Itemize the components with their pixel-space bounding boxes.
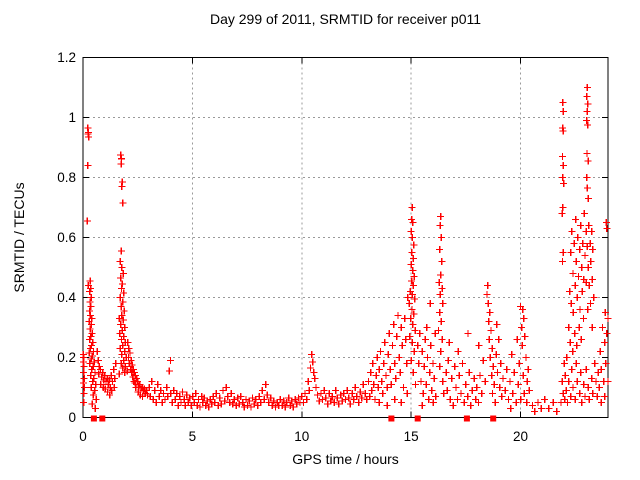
y-tick-label: 1.2 — [57, 50, 76, 65]
x-tick-label: 0 — [79, 429, 87, 444]
y-tick-label: 1 — [68, 110, 76, 125]
scatter-square-markers — [90, 415, 497, 422]
y-tick-label: 0.4 — [57, 290, 76, 305]
x-tick-label: 15 — [404, 429, 419, 444]
y-tick-label: 0 — [68, 410, 76, 425]
x-axis-label: GPS time / hours — [292, 451, 399, 467]
y-axis-label: SRMTID / TECUs — [11, 182, 27, 292]
x-tick-labels: 0 5 10 15 20 — [79, 429, 528, 444]
y-tick-label: 0.2 — [57, 350, 76, 365]
gridlines — [83, 57, 608, 418]
x-tick-label: 10 — [294, 429, 309, 444]
x-tick-label: 5 — [189, 429, 197, 444]
x-tick-label: 20 — [513, 429, 528, 444]
plot-border — [82, 57, 609, 418]
y-tick-labels: 0 0.2 0.4 0.6 0.8 1 1.2 — [57, 50, 76, 425]
y-tick-label: 0.8 — [57, 170, 76, 185]
y-tick-label: 0.6 — [57, 230, 76, 245]
scatter-plus-markers — [79, 84, 612, 415]
chart-title: Day 299 of 2011, SRMTID for receiver p01… — [210, 11, 481, 27]
